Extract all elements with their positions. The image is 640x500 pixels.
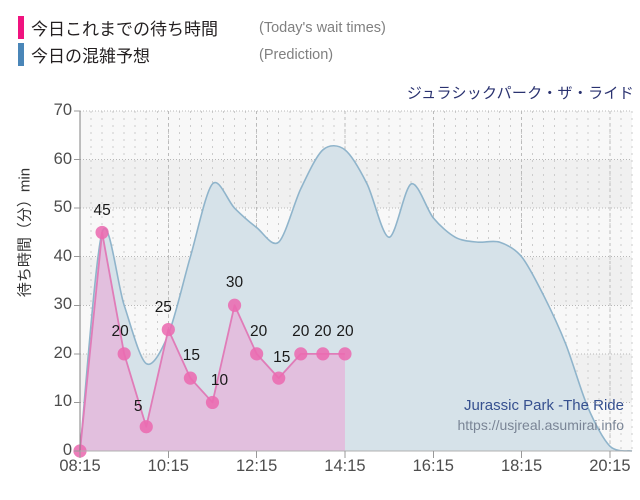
legend-label-actual-jp: 今日これまでの待ち時間 (31, 20, 218, 39)
y-tick-label: 50 (53, 198, 72, 217)
y-tick-label: 60 (53, 149, 72, 168)
x-tick-label: 10:15 (147, 457, 189, 475)
x-tick-label: 14:15 (324, 457, 366, 475)
legend-label-prediction-jp: 今日の混雑予想 (31, 47, 150, 66)
legend-swatch-actual-icon (18, 16, 24, 39)
legend-label-actual-en: (Today's wait times) (259, 19, 386, 36)
data-point-label: 15 (182, 347, 201, 365)
data-point-label: 20 (314, 322, 332, 340)
x-tick-label: 08:15 (59, 457, 101, 475)
data-point-label: 20 (336, 322, 354, 340)
data-point-label: 25 (154, 298, 172, 316)
watermark-url: https://usjreal.asumirai.info (457, 417, 624, 434)
y-axis-ticks: 0 10 20 30 40 50 60 70 (26, 0, 72, 500)
data-point-label: 30 (225, 274, 244, 292)
data-point-label: 20 (111, 322, 129, 340)
legend-label-prediction-en: (Prediction) (259, 46, 334, 63)
y-tick-label: 30 (53, 295, 72, 314)
data-point-label: 10 (210, 372, 229, 390)
watermark-attraction-name: Jurassic Park -The Ride (463, 397, 624, 414)
data-point-label: 5 (133, 397, 143, 415)
x-tick-label: 20:15 (589, 457, 631, 475)
legend-item-prediction: 今日の混雑予想 (Prediction) (18, 41, 386, 68)
y-tick-label: 70 (53, 101, 72, 119)
y-tick-label: 40 (53, 246, 72, 265)
data-point-label: 15 (273, 349, 291, 367)
x-axis-ticks: 08:15 10:15 12:15 14:15 16:15 18:15 20:15 (0, 457, 640, 487)
data-point-label: 20 (292, 322, 310, 340)
x-tick-label: 18:15 (500, 457, 543, 475)
chart-title: ジュラシックパーク・ザ・ライド (406, 85, 634, 102)
data-point-label: 20 (250, 322, 268, 340)
y-tick-label: 0 (62, 441, 72, 459)
data-point-label: 45 (93, 202, 111, 220)
legend-item-actual: 今日これまでの待ち時間 (Today's wait times) (18, 14, 386, 41)
y-tick-label: 20 (53, 343, 72, 362)
watermark: Jurassic Park -The Ride https://usjreal.… (457, 396, 624, 435)
y-tick-label: 10 (53, 392, 72, 411)
legend-swatch-prediction-icon (18, 43, 24, 66)
x-tick-label: 16:15 (412, 457, 454, 475)
x-tick-label: 12:15 (235, 457, 278, 475)
chart-legend: 今日これまでの待ち時間 (Today's wait times) 今日の混雑予想… (18, 14, 386, 68)
